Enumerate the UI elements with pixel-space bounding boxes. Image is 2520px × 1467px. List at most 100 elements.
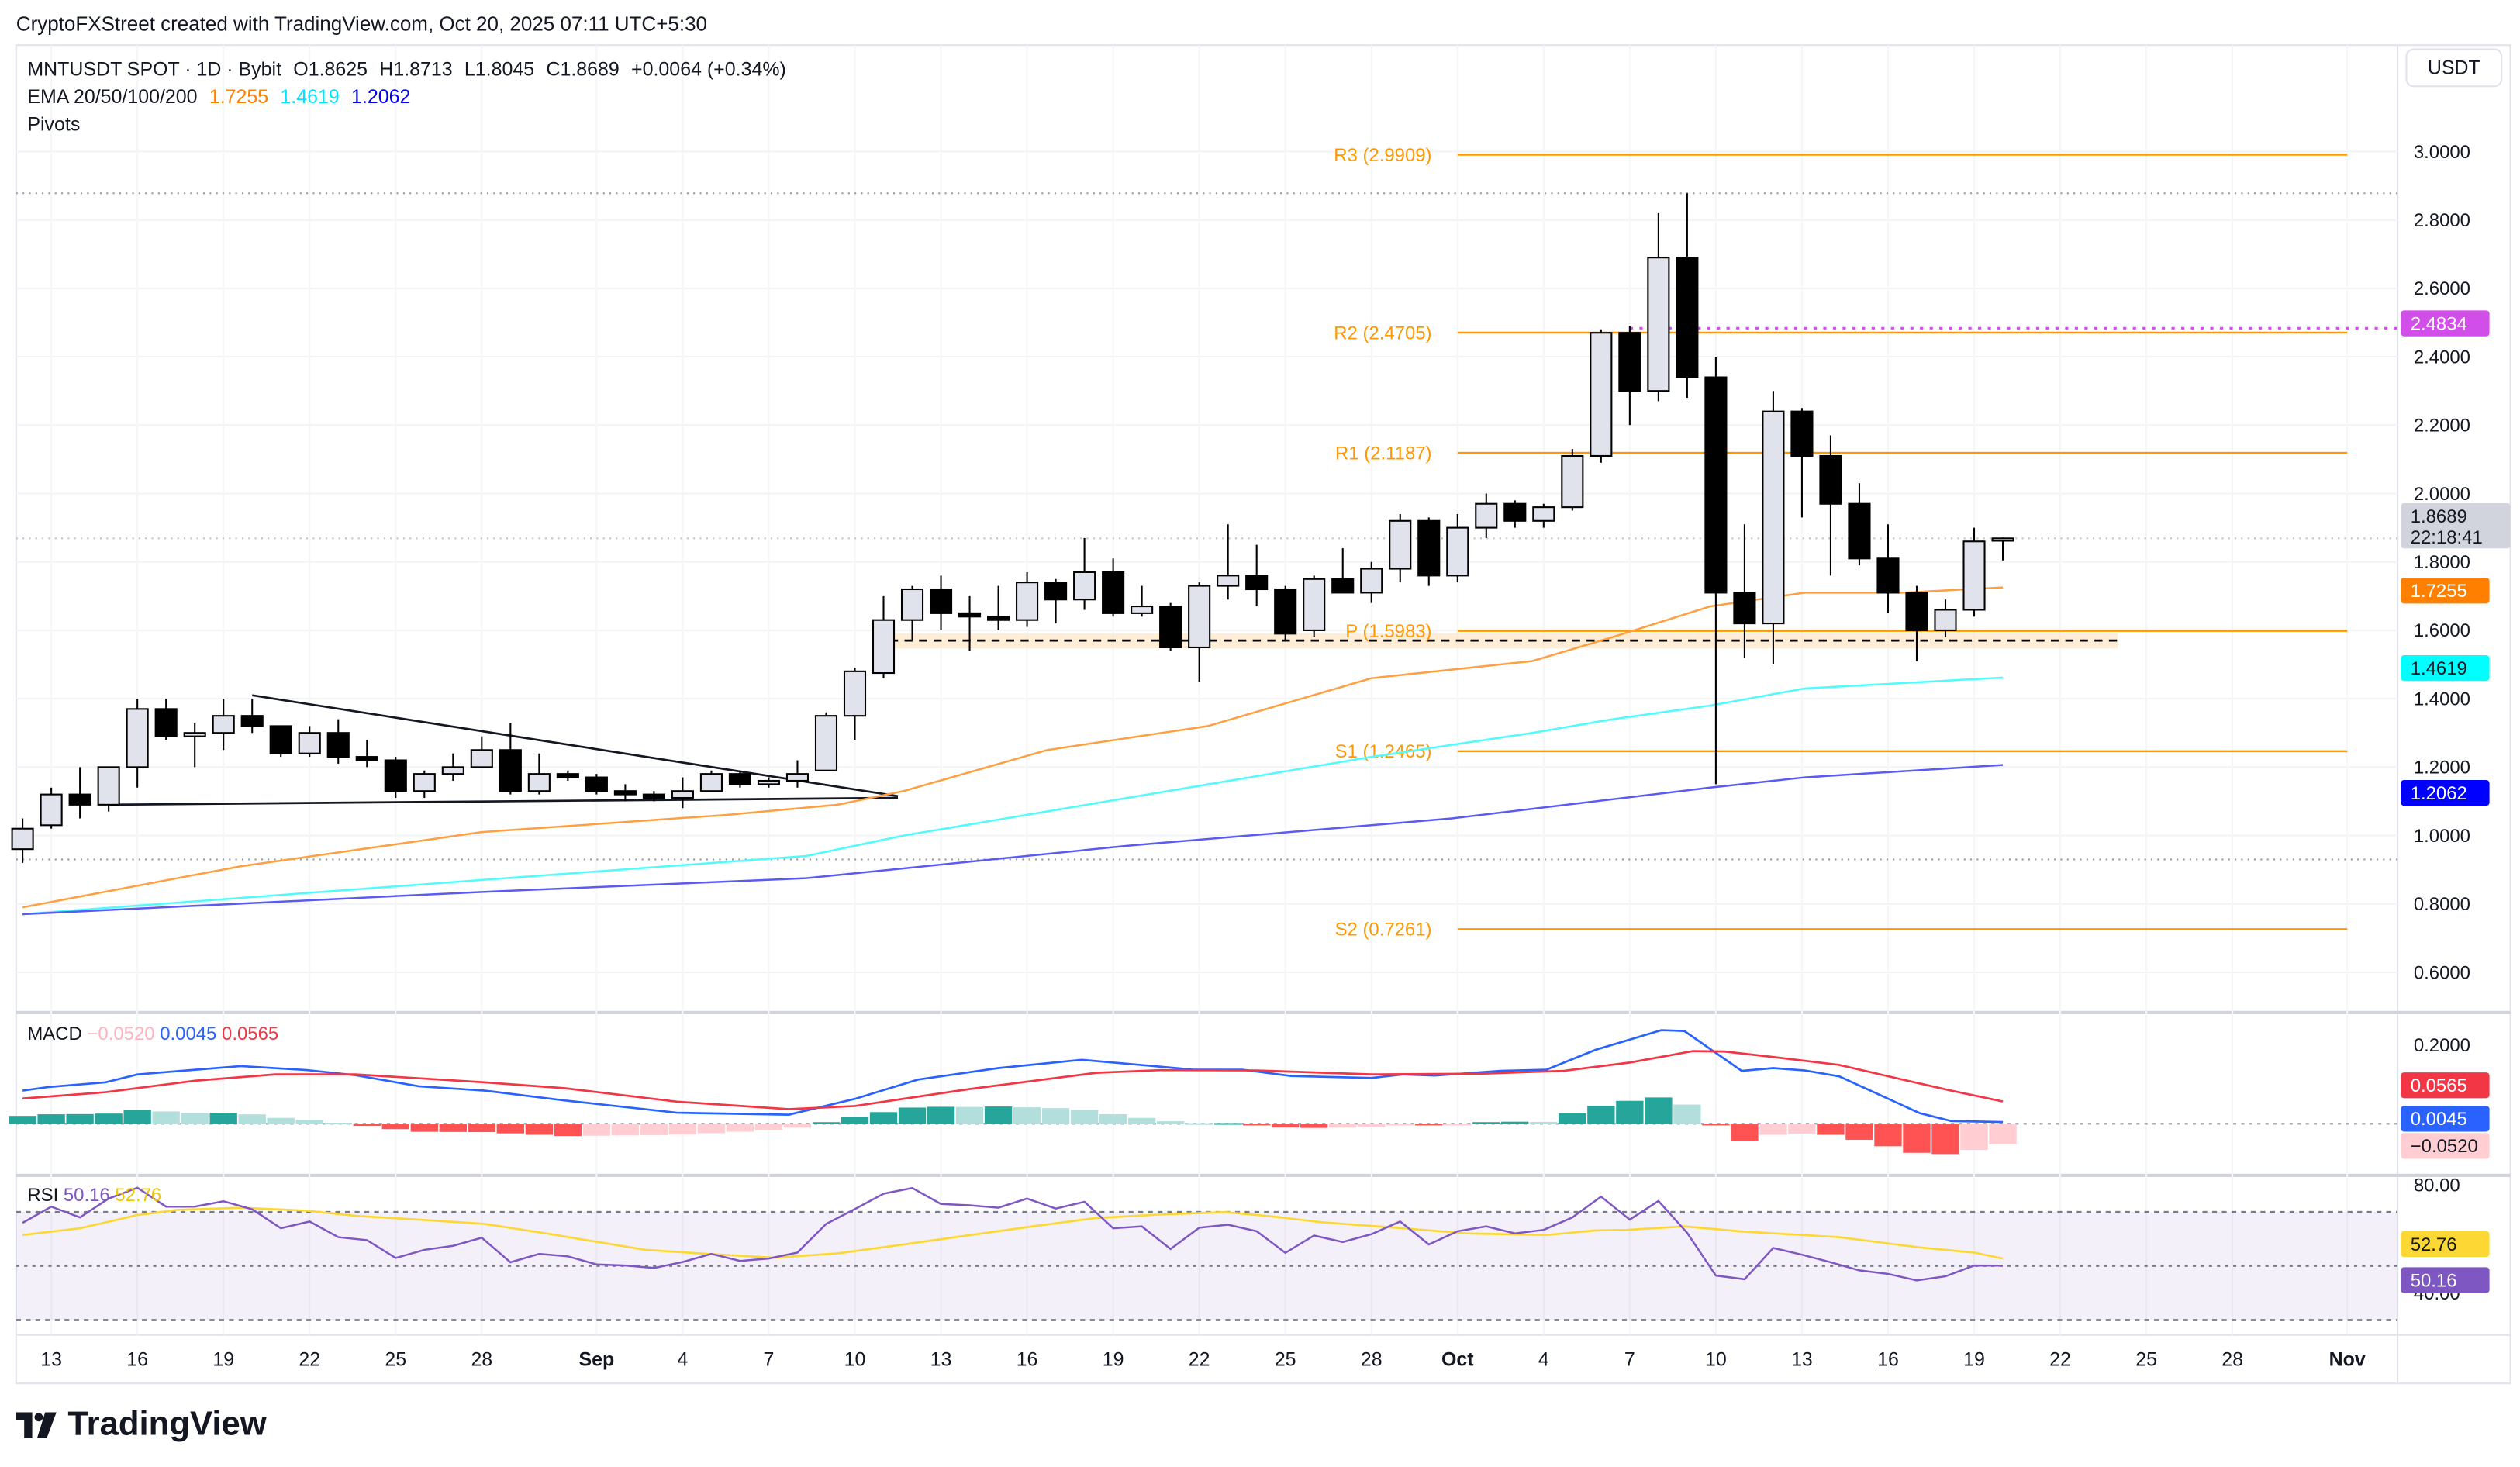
ema-value-a: 1.7255 (209, 85, 269, 109)
candle (1590, 329, 1613, 463)
candle (499, 723, 522, 795)
candle (1762, 391, 1785, 665)
symbol-legend[interactable]: MNTUSDT SPOT · 1D · Bybit O1.8625 H1.871… (27, 57, 792, 84)
macd-histogram-bar (1702, 1124, 1730, 1126)
macd-histogram-bar (95, 1113, 123, 1124)
price-axis-label: 2.0000 (2414, 484, 2470, 505)
candle (1704, 357, 1728, 785)
candle (126, 699, 149, 788)
pivots-legend[interactable]: Pivots (27, 111, 792, 138)
candle (1790, 408, 1814, 518)
candle (1532, 503, 1555, 528)
macd-histogram-bar (1099, 1114, 1127, 1124)
macd-histogram-bar (1931, 1124, 1959, 1155)
ohlc-open: O1.8625 (293, 57, 368, 81)
candle-body (1159, 606, 1182, 649)
macd-histogram-bar (1386, 1124, 1414, 1126)
candle (1360, 561, 1383, 603)
candle-body (1532, 506, 1555, 522)
rsi-ma-tag: 52.76 (2401, 1231, 2490, 1258)
candle-body (1676, 257, 1699, 378)
candle (585, 774, 608, 795)
price-axis-label: 3.0000 (2414, 142, 2470, 163)
candle (1389, 513, 1412, 583)
tradingview-logo[interactable]: TradingView (16, 1406, 267, 1445)
macd-hist-value: −0.0520 (87, 1025, 155, 1045)
ema-b-price-tag-text: 1.4619 (2411, 658, 2467, 679)
support-zone-box (875, 633, 2118, 649)
pivot-label: S2 (0.7261) (1335, 920, 1432, 941)
candle-body (470, 749, 493, 768)
ema-legend[interactable]: EMA 20/50/100/200 1.7255 1.4619 1.2062 (27, 84, 792, 111)
macd-hist-tag: −0.0520 (2401, 1133, 2490, 1159)
rsi-legend[interactable]: RSI 50.16 52.76 (27, 1186, 161, 1206)
candle-body (1704, 376, 1728, 594)
candle-body (987, 616, 1010, 621)
candle-body (212, 715, 235, 734)
time-axis-label: 19 (1963, 1348, 1985, 1370)
candle-body (1991, 537, 2014, 542)
currency-button[interactable]: USDT (2405, 48, 2503, 88)
time-axis-label: 7 (1624, 1348, 1635, 1370)
time-axis-label: Sep (579, 1348, 615, 1370)
candle (1303, 575, 1326, 637)
rsi-ma-tag-bg (2401, 1231, 2490, 1258)
macd-histogram-bar (611, 1124, 640, 1136)
candle-body (872, 619, 896, 675)
macd-signal-tag-bg (2401, 1072, 2490, 1099)
candle (872, 595, 896, 678)
pivot-label: R3 (2.9909) (1334, 145, 1431, 166)
candle (527, 753, 551, 795)
candle (240, 699, 264, 734)
macd-histogram-bar (353, 1124, 381, 1127)
macd-line-value: 0.0045 (160, 1025, 217, 1045)
candle (183, 723, 206, 768)
macd-histogram-bar (468, 1124, 495, 1133)
time-axis-label: 4 (1538, 1348, 1549, 1370)
time-axis-label: 4 (677, 1348, 688, 1370)
time-axis-label: 19 (212, 1348, 234, 1370)
candle (1131, 585, 1154, 617)
candle-body (11, 827, 34, 851)
price-axis-label: 0.8000 (2414, 894, 2470, 915)
candle-body (1618, 332, 1641, 392)
tradingview-logo-icon (16, 1412, 57, 1438)
candle-body (326, 732, 350, 758)
macd-histogram-bar (439, 1124, 467, 1132)
candle (1561, 449, 1584, 511)
ohlc-low: L1.8045 (464, 57, 535, 81)
candle-body (642, 793, 665, 799)
macd-histogram-bar (1070, 1109, 1099, 1124)
price-axis-label: 2.2000 (2414, 416, 2470, 437)
time-axis-label: 7 (764, 1348, 775, 1370)
candle (929, 575, 953, 630)
candle-body (240, 715, 264, 727)
macd-histogram-bar (123, 1110, 151, 1124)
logo-text: TradingView (67, 1406, 267, 1444)
macd-histogram-bar (1673, 1104, 1701, 1124)
candle (613, 784, 637, 802)
candle-body (384, 759, 407, 792)
time-axis-label: 13 (1791, 1348, 1813, 1370)
macd-histogram-bar (181, 1113, 209, 1124)
candle-body (1848, 502, 1871, 560)
macd-histogram-bar (1845, 1124, 1873, 1140)
macd-histogram-bar (1444, 1124, 1472, 1126)
rsi-line (22, 1186, 2004, 1282)
macd-legend[interactable]: MACD −0.0520 0.0045 0.0565 (27, 1025, 278, 1044)
candle (1905, 585, 1928, 661)
candle (958, 595, 982, 651)
rsi-value-tag-bg (2401, 1267, 2490, 1293)
time-axis-label: 28 (1361, 1348, 1383, 1370)
main-legend: MNTUSDT SPOT · 1D · Bybit O1.8625 H1.871… (27, 57, 792, 139)
candle-body (413, 773, 436, 792)
candle-body (183, 732, 206, 737)
candle (355, 740, 378, 768)
rsi-label: RSI (27, 1186, 59, 1206)
candle-body (1819, 454, 1842, 505)
macd-histogram-bar (812, 1122, 841, 1124)
rsi-value-tag: 50.16 (2401, 1267, 2490, 1293)
rsi-value-tag-text: 50.16 (2411, 1270, 2457, 1291)
